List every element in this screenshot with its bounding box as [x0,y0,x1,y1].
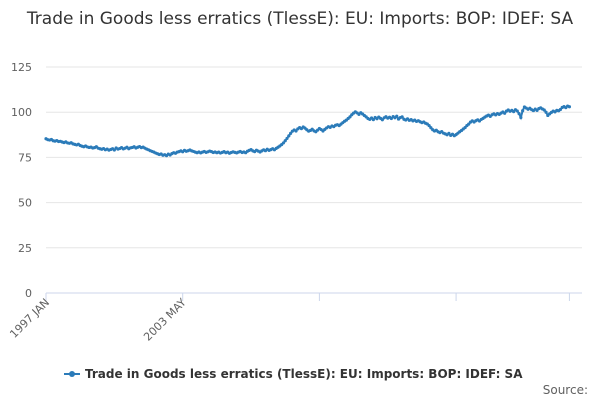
legend-label: Trade in Goods less erratics (TlessE): E… [85,367,523,381]
point [427,123,431,128]
point [503,111,507,115]
y-tick-label: 75 [18,151,32,164]
point [294,129,298,133]
point [567,105,572,109]
point [281,141,286,145]
chart-title: Trade in Goods less erratics (TlessE): E… [26,9,574,29]
point [285,136,289,141]
point [544,110,548,114]
point [519,115,523,120]
y-tick-label: 0 [25,287,32,300]
point [400,115,404,119]
point [395,114,399,118]
y-tick-label: 25 [18,242,32,255]
x-tick-label: 2003 MAY [141,296,189,344]
y-tick-label: 100 [11,106,32,119]
point [289,131,293,135]
point [287,134,291,138]
point [542,108,546,112]
legend-marker [69,371,75,377]
point [371,118,375,122]
y-tick-label: 125 [11,61,32,74]
legend-item: Trade in Goods less erratics (TlessE): E… [64,367,523,381]
point [517,112,521,116]
source: Source: [543,383,588,397]
point [515,109,519,113]
point [348,115,352,119]
y-tick-label: 50 [18,197,32,210]
point [521,109,525,113]
x-tick-label: 1997 JAN [7,296,52,341]
point [283,139,287,143]
